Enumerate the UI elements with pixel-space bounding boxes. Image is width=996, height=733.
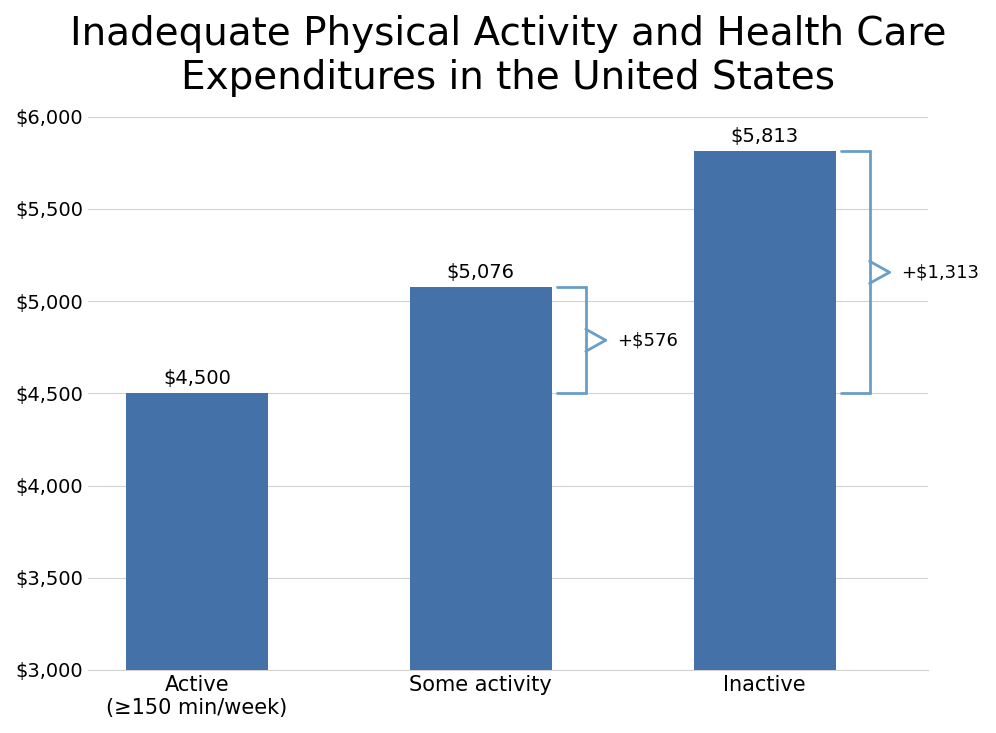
Title: Inadequate Physical Activity and Health Care
Expenditures in the United States: Inadequate Physical Activity and Health … [70,15,946,97]
Bar [126,394,268,670]
Bar [693,151,836,670]
Text: +$1,313: +$1,313 [900,263,979,281]
Bar [409,287,552,670]
Text: +$576: +$576 [618,331,678,349]
Text: $4,500: $4,500 [163,369,231,388]
Text: $5,813: $5,813 [730,127,799,146]
Text: $5,076: $5,076 [447,262,515,281]
